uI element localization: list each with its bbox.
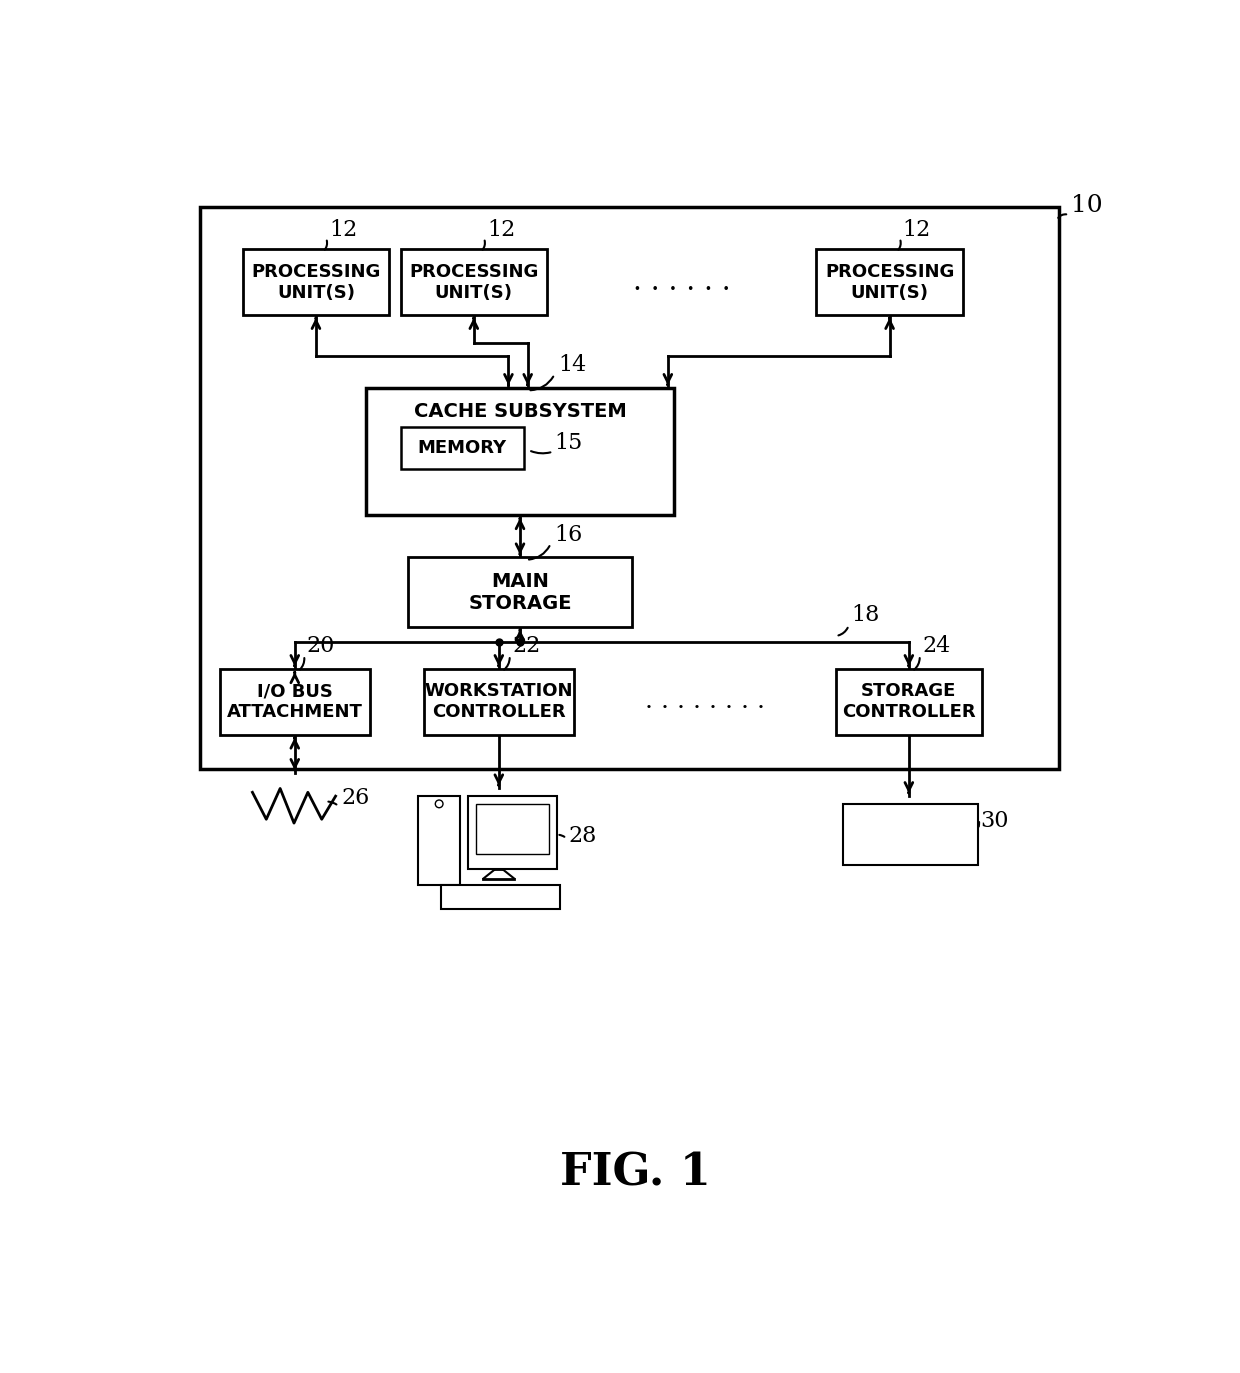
Text: 15: 15 — [554, 432, 583, 454]
Text: 26: 26 — [341, 787, 370, 809]
Bar — [467, 796, 557, 869]
Bar — [366, 389, 675, 515]
Bar — [401, 250, 547, 314]
Bar — [836, 669, 982, 735]
Text: 12: 12 — [487, 218, 515, 240]
Bar — [418, 796, 460, 884]
Text: MEMORY: MEMORY — [418, 439, 507, 457]
Text: PROCESSING
UNIT(S): PROCESSING UNIT(S) — [409, 262, 538, 302]
Bar — [424, 669, 574, 735]
Bar — [401, 427, 523, 470]
Text: 28: 28 — [568, 825, 596, 847]
Text: PROCESSING
UNIT(S): PROCESSING UNIT(S) — [825, 262, 955, 302]
Text: 30: 30 — [981, 810, 1009, 832]
Text: 22: 22 — [512, 636, 541, 658]
Text: 14: 14 — [558, 354, 587, 376]
Text: 12: 12 — [903, 218, 931, 240]
Text: . . . . . . . .: . . . . . . . . — [645, 691, 765, 714]
Text: . . . . . .: . . . . . . — [632, 269, 730, 295]
Bar — [201, 207, 1059, 769]
Bar — [219, 669, 370, 735]
Bar — [441, 884, 560, 909]
Text: MAIN
STORAGE: MAIN STORAGE — [469, 571, 572, 612]
Text: 16: 16 — [554, 523, 583, 545]
Bar — [816, 250, 962, 314]
Bar — [408, 557, 631, 626]
Text: 10: 10 — [1070, 195, 1102, 217]
Text: 24: 24 — [923, 636, 951, 658]
Text: STORAGE
CONTROLLER: STORAGE CONTROLLER — [842, 682, 976, 721]
Text: I/O BUS
ATTACHMENT: I/O BUS ATTACHMENT — [227, 682, 363, 721]
Text: 20: 20 — [306, 636, 335, 658]
Bar — [843, 803, 978, 865]
Text: 12: 12 — [329, 218, 357, 240]
Text: CACHE SUBSYSTEM: CACHE SUBSYSTEM — [414, 402, 626, 420]
Text: 18: 18 — [851, 604, 879, 626]
Text: PROCESSING
UNIT(S): PROCESSING UNIT(S) — [252, 262, 381, 302]
Text: WORKSTATION
CONTROLLER: WORKSTATION CONTROLLER — [424, 682, 573, 721]
Text: FIG. 1: FIG. 1 — [560, 1152, 711, 1195]
Bar — [476, 803, 549, 854]
Bar — [243, 250, 389, 314]
